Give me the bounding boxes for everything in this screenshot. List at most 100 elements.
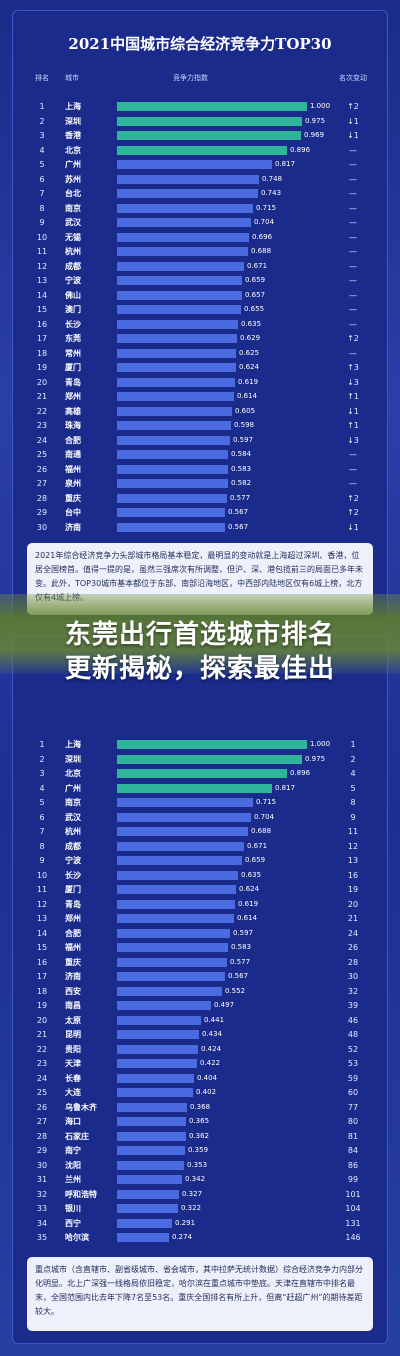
rank-label: 17 (36, 334, 48, 343)
category-label: 佛山 (65, 290, 81, 300)
chart-row: 22 贵阳 0.424 52 (13, 1042, 387, 1057)
rank-label: 1 (39, 740, 45, 749)
value-label: 0.567 (228, 508, 249, 516)
bar-track: 0.567 (117, 972, 307, 981)
bar (117, 1117, 186, 1126)
chart-row: 4 北京 0.896 — (13, 143, 387, 158)
category-label: 海口 (65, 1117, 81, 1126)
rank-label: 25 (36, 1088, 48, 1097)
change-label: 146 (345, 1233, 361, 1242)
bar-track: 0.817 (117, 160, 307, 169)
bar-track: 0.605 (117, 406, 307, 416)
bar (117, 421, 231, 430)
bar-track: 0.362 (117, 1131, 307, 1141)
value-label: 0.715 (256, 798, 277, 806)
rank-label: 10 (36, 232, 48, 242)
bar (117, 899, 235, 909)
bar (117, 116, 302, 126)
chart-row: 1 上海 1.000 ↑2 (13, 99, 387, 114)
category-label: 北京 (65, 769, 81, 778)
bar (117, 435, 230, 445)
rank-label: 18 (36, 348, 48, 358)
rank-label: 18 (36, 986, 48, 996)
chart-row: 27 泉州 0.582 — (13, 476, 387, 491)
rank-label: 26 (36, 1102, 48, 1112)
rank-label: 29 (36, 1146, 48, 1155)
bar (117, 406, 232, 416)
change-label: 84 (347, 1146, 359, 1155)
value-label: 0.582 (231, 479, 252, 487)
bar (117, 1233, 169, 1242)
value-label: 0.359 (188, 1146, 209, 1154)
change-label: 46 (347, 1015, 359, 1025)
change-label: 19 (347, 885, 359, 894)
chart-row: 8 成都 0.671 12 (13, 839, 387, 854)
bar (117, 798, 253, 807)
bar-track: 0.671 (117, 261, 307, 271)
bar (117, 102, 307, 111)
value-label: 0.597 (233, 928, 254, 937)
category-label: 澳门 (65, 305, 81, 314)
chart-row: 33 银川 0.322 104 (13, 1201, 387, 1216)
chart-row: 32 呼和浩特 0.327 101 (13, 1187, 387, 1202)
category-label: 泉州 (65, 479, 81, 488)
rank-label: 27 (36, 479, 48, 488)
value-label: 0.614 (237, 392, 258, 400)
bar-track: 0.655 (117, 305, 307, 314)
rank-label: 4 (39, 145, 45, 155)
chart-row: 18 常州 0.625 — (13, 346, 387, 361)
change-label: 1 (350, 740, 356, 749)
value-label: 0.817 (275, 160, 296, 168)
bar-track: 0.434 (117, 1030, 307, 1039)
value-label: 0.567 (228, 972, 249, 980)
bar (117, 870, 238, 880)
rank-label: 21 (36, 392, 48, 401)
bar-track: 0.635 (117, 319, 307, 329)
chart-row: 27 海口 0.365 80 (13, 1114, 387, 1129)
category-label: 成都 (65, 841, 81, 851)
bar (117, 986, 222, 996)
bar (117, 131, 301, 140)
bar-track: 0.624 (117, 363, 307, 372)
bar-track: 0.619 (117, 377, 307, 387)
value-label: 0.434 (202, 1030, 223, 1038)
bar-track: 0.635 (117, 870, 307, 880)
category-label: 天津 (65, 1059, 81, 1068)
rank-label: 28 (36, 1131, 48, 1141)
bar (117, 856, 242, 865)
bar (117, 1218, 172, 1228)
chart-row: 11 杭州 0.688 — (13, 244, 387, 259)
change-label: — (349, 276, 357, 285)
category-label: 大连 (65, 1088, 81, 1097)
bar-track: 0.424 (117, 1044, 307, 1054)
bar (117, 232, 249, 242)
bar (117, 1160, 184, 1170)
category-label: 上海 (65, 740, 81, 749)
chart-row: 14 佛山 0.657 — (13, 288, 387, 303)
bar-track: 0.567 (117, 508, 307, 517)
change-label: ↓1 (347, 522, 359, 532)
value-label: 0.577 (230, 493, 251, 502)
bar-track: 0.704 (117, 218, 307, 227)
change-label: 80 (347, 1117, 359, 1126)
bar (117, 1088, 193, 1097)
rank-label: 10 (36, 870, 48, 880)
category-label: 厦门 (65, 363, 81, 372)
value-label: 0.584 (231, 450, 252, 458)
rank-label: 6 (39, 812, 45, 822)
rank-label: 23 (36, 1059, 48, 1068)
bar-track: 1.000 (117, 102, 330, 111)
change-label: ↑2 (347, 493, 359, 503)
rank-label: 8 (39, 841, 45, 851)
value-label: 0.635 (241, 870, 262, 879)
bar-track: 0.497 (117, 1001, 307, 1010)
chart-row: 30 济南 0.567 ↓1 (13, 520, 387, 535)
bar-track: 0.404 (117, 1073, 307, 1083)
rank-label: 35 (36, 1233, 48, 1242)
bar-track: 0.359 (117, 1146, 307, 1155)
chart-row: 26 乌鲁木齐 0.368 77 (13, 1100, 387, 1115)
change-label: ↓1 (347, 406, 359, 416)
value-label: 0.896 (290, 145, 311, 154)
bar (117, 189, 258, 198)
bar-track: 0.896 (117, 145, 311, 155)
